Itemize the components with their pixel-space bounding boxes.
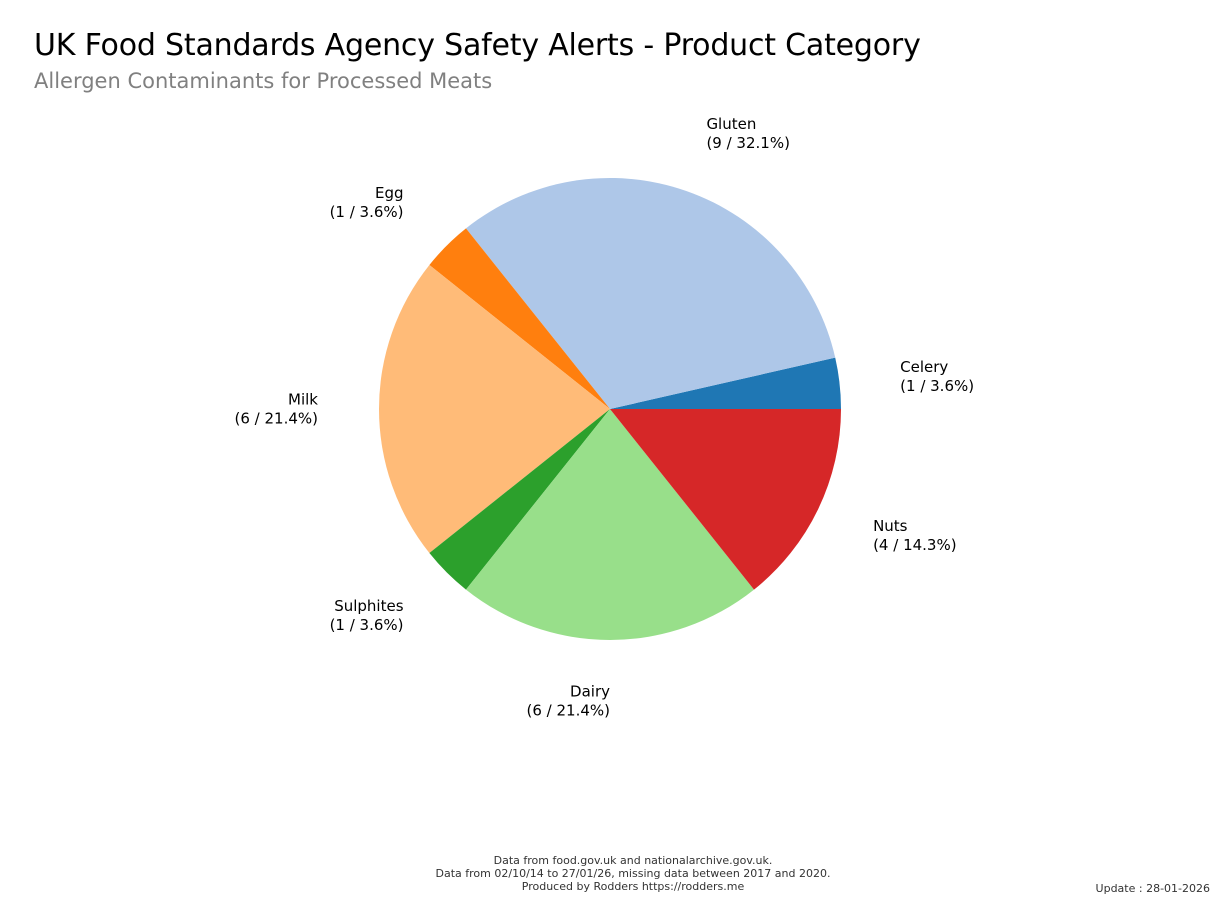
slice-label-dairy: Dairy (6 / 21.4%) [527,683,611,720]
slice-label-gluten: Gluten (9 / 32.1%) [706,115,790,152]
pie-slice-egg [429,228,610,409]
pie-slice-milk [379,264,610,554]
slice-label-celery: Celery (1 / 3.6%) [900,358,974,395]
slice-label-egg: Egg (1 / 3.6%) [330,184,404,221]
footer-line-producer: Produced by Rodders https://rodders.me [521,880,745,893]
chart-title: UK Food Standards Agency Safety Alerts -… [34,28,921,63]
pie-slice-nuts [610,409,841,590]
pie-slice-celery [610,357,841,409]
footer-line-date-range: Data from 02/10/14 to 27/01/26, missing … [435,867,831,880]
pie-labels: Celery (1 / 3.6%) Gluten (9 / 32.1%) Egg (1 /… [235,115,975,720]
slice-label-milk: Milk (6 / 21.4%) [235,391,319,428]
pie-slice-dairy [465,409,755,640]
slice-label-sulphites: Sulphites (1 / 3.6%) [330,597,404,634]
pie-slice-sulphites [429,409,610,590]
chart-subtitle: Allergen Contaminants for Processed Meat… [34,69,493,93]
footer-notes: Data from food.gov.uk and nationalarchiv… [0,854,1220,893]
pie-slices [379,178,841,640]
update-date: Update : 28-01-2026 [1095,882,1210,895]
footer-line-sources: Data from food.gov.uk and nationalarchiv… [493,854,773,867]
pie-slice-gluten [465,178,836,409]
slice-label-nuts: Nuts (4 / 14.3%) [873,517,957,554]
